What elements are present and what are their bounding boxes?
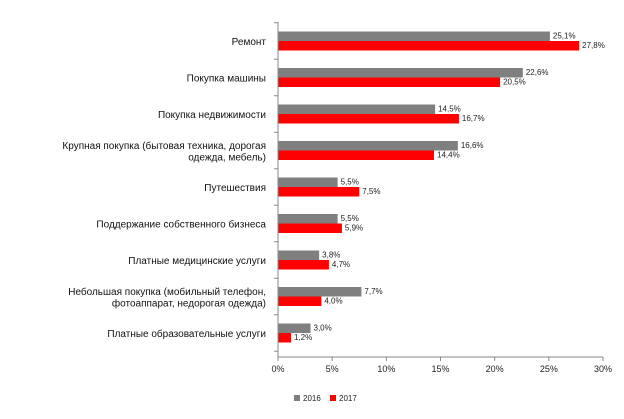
bar-2016-8: [278, 323, 311, 333]
data-label-2016-3: 16,6%: [461, 141, 484, 150]
data-label-2016-6: 3,8%: [322, 251, 340, 260]
data-label-2016-1: 22,6%: [526, 68, 549, 77]
bar-2016-4: [278, 177, 338, 187]
category-label-7-1: фотоаппарат, недорогая одежда): [112, 297, 266, 309]
category-label-5: Поддержание собственного бизнеса: [96, 219, 266, 231]
category-label-8: Платные образовательные услуги: [107, 328, 266, 340]
bar-2016-2: [278, 104, 436, 114]
data-label-2016-2: 14,5%: [438, 105, 461, 114]
bar-2017-6: [278, 260, 329, 270]
data-label-2017-2: 16,7%: [462, 114, 485, 123]
category-label-2: Покупка недвижимости: [158, 110, 266, 121]
data-label-2017-7: 4,0%: [324, 297, 342, 306]
bar-2017-1: [278, 77, 501, 87]
data-label-2017-8: 1,2%: [294, 333, 312, 342]
data-label-2017-4: 7,5%: [362, 187, 380, 196]
data-label-2016-5: 5,5%: [341, 214, 359, 223]
data-label-2017-1: 20,5%: [503, 78, 526, 87]
bar-2016-7: [278, 287, 362, 297]
category-label-4: Путешествия: [204, 183, 266, 194]
bar-2017-4: [278, 187, 360, 197]
bar-2016-0: [278, 31, 550, 41]
legend-swatch-2016: [294, 395, 300, 401]
bar-2017-3: [278, 150, 434, 160]
data-label-2017-6: 4,7%: [332, 260, 350, 269]
data-label-2017-5: 5,9%: [345, 224, 363, 233]
x-tick-label-5: 25%: [540, 364, 558, 374]
category-label-1: Покупка машины: [187, 74, 266, 85]
x-tick-label-0: 0%: [271, 364, 284, 374]
data-label-2016-8: 3,0%: [314, 324, 332, 333]
legend-label-2017: 2017: [339, 394, 357, 403]
bar-2016-5: [278, 214, 338, 224]
x-tick-label-4: 20%: [486, 364, 504, 374]
data-label-2017-0: 27,8%: [582, 41, 605, 50]
x-tick-label-3: 15%: [431, 364, 449, 374]
x-tick-label-1: 5%: [326, 364, 339, 374]
bar-2016-3: [278, 141, 458, 151]
category-label-0: Ремонт: [232, 37, 267, 48]
x-tick-label-6: 30%: [594, 364, 612, 374]
category-label-3-1: одежда, мебель): [188, 151, 266, 163]
bar-2017-8: [278, 333, 291, 343]
bar-2016-1: [278, 68, 523, 78]
category-label-7-0: Небольшая покупка (мобильный телефон,: [68, 286, 266, 298]
x-tick-label-2: 10%: [377, 364, 395, 374]
category-label-3-0: Крупная покупка (бытовая техника, дорога…: [62, 140, 266, 152]
bar-2017-7: [278, 296, 322, 306]
data-label-2016-7: 7,7%: [364, 287, 382, 296]
data-label-2016-4: 5,5%: [341, 178, 359, 187]
legend-label-2016: 2016: [303, 394, 321, 403]
bar-2017-0: [278, 41, 580, 51]
bar-2017-5: [278, 223, 342, 233]
data-label-2016-0: 25,1%: [553, 32, 576, 41]
bar-2016-6: [278, 250, 320, 260]
category-label-6: Платные медицинские услуги: [128, 256, 266, 267]
data-label-2017-3: 14,4%: [437, 151, 460, 160]
bar-2017-2: [278, 114, 459, 124]
legend-swatch-2017: [330, 395, 336, 401]
